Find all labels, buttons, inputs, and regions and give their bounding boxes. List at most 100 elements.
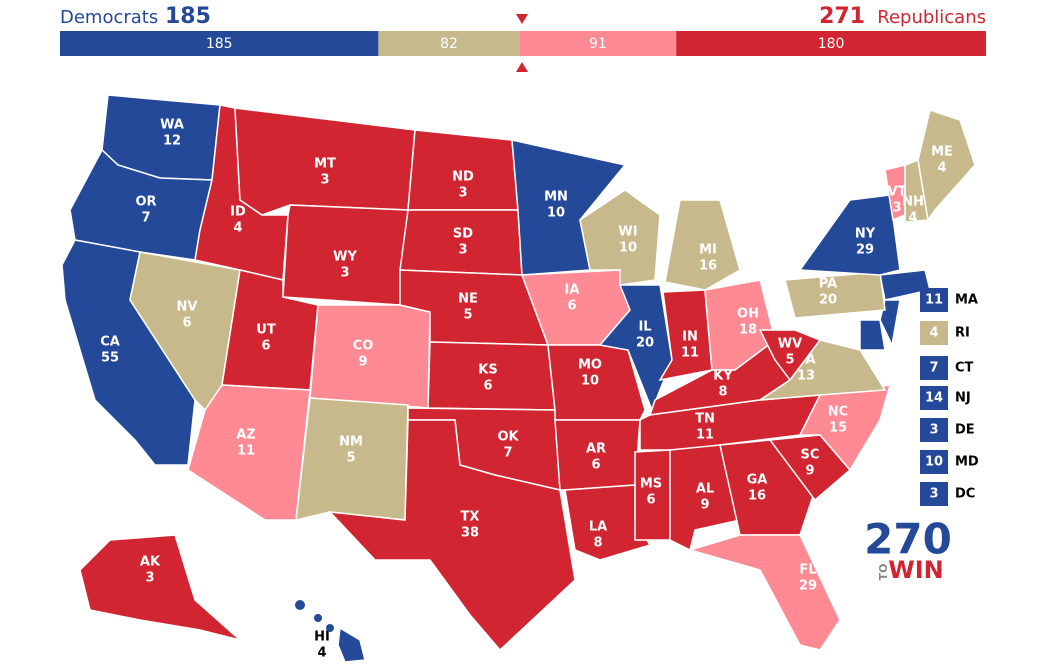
state-ev: 4 <box>937 161 946 176</box>
state-ev: 3 <box>320 173 329 188</box>
bar-segment <box>519 31 677 56</box>
state-ev: 15 <box>829 421 847 436</box>
state-ev: 6 <box>182 316 191 331</box>
state-ev: 9 <box>358 355 367 370</box>
island <box>314 614 322 622</box>
state-abbr: GA <box>747 473 768 488</box>
state-ev: 6 <box>483 379 492 394</box>
state-abbr: OR <box>135 195 156 210</box>
small-state-box <box>920 356 948 380</box>
bar-segment-label: 91 <box>589 36 607 52</box>
state-ev: 18 <box>739 323 757 338</box>
state-ev: 9 <box>700 498 709 513</box>
state-ev: 9 <box>805 464 814 479</box>
state <box>282 204 409 306</box>
us-map: WA12OR7CA55NV6ID4MT3WY3UT6AZ11CO9NM5ND3S… <box>61 94 976 663</box>
state-abbr: NH <box>902 195 924 210</box>
bar-segment <box>676 31 986 56</box>
state-abbr: IN <box>682 330 698 345</box>
state-abbr: TN <box>695 412 715 427</box>
ev-bar: 185 82 91 180 <box>60 31 986 56</box>
state-ev: 38 <box>461 526 479 541</box>
state-ev: 13 <box>797 369 815 384</box>
state-ev: 8 <box>593 536 602 551</box>
state-abbr: NE <box>458 292 478 307</box>
small-state-box <box>920 321 948 345</box>
state-abbr: ND <box>452 170 474 185</box>
state <box>309 304 431 409</box>
state-abbr: VT <box>888 185 907 200</box>
state-ev: 16 <box>699 259 717 274</box>
small-state-ev: 7 <box>929 361 938 376</box>
state-abbr: WI <box>618 225 637 240</box>
state-ev: 4 <box>233 221 242 236</box>
state-abbr: NV <box>177 300 198 315</box>
small-state-ev: 14 <box>925 391 943 406</box>
state-abbr: NY <box>855 227 876 242</box>
state <box>758 329 822 382</box>
state-abbr: ME <box>931 145 953 160</box>
small-state-box <box>920 482 948 506</box>
state-ev: 6 <box>646 493 655 508</box>
state-abbr: KY <box>713 369 733 384</box>
small-state-box <box>920 288 948 312</box>
small-state-abbr: RI <box>955 326 970 341</box>
state-ev: 55 <box>101 351 119 366</box>
state-ev: 5 <box>346 451 355 466</box>
state-abbr: WA <box>160 118 184 133</box>
bar-segment-label: 180 <box>818 36 845 52</box>
state-abbr: IL <box>638 320 651 335</box>
state-ev: 6 <box>567 299 576 314</box>
state-ev: 16 <box>748 489 766 504</box>
state <box>79 534 241 641</box>
state <box>337 626 366 663</box>
state-abbr: IA <box>565 283 580 298</box>
state <box>598 284 673 413</box>
state-ev: 4 <box>317 646 326 661</box>
state <box>658 289 713 382</box>
dem-label: Democrats <box>60 7 158 28</box>
small-state-abbr: CT <box>955 361 974 376</box>
small-state-abbr: MA <box>955 293 978 308</box>
state-ev: 3 <box>458 243 467 258</box>
state-abbr: MT <box>314 157 336 172</box>
marker-bottom <box>516 62 528 72</box>
state-abbr: CO <box>353 339 374 354</box>
small-state-box <box>920 450 948 474</box>
small-state-box <box>920 386 948 410</box>
state-ev: 4 <box>908 211 917 226</box>
state-ev: 7 <box>141 211 150 226</box>
bar-segment-label: 185 <box>206 36 233 52</box>
state-ev: 20 <box>819 293 837 308</box>
rep-label: Republicans <box>877 7 986 28</box>
state-abbr: HI <box>314 630 330 645</box>
state-shape <box>879 299 901 348</box>
small-state-ev: 10 <box>925 455 943 470</box>
state-ev: 10 <box>547 206 565 221</box>
state-ev: 11 <box>696 428 714 443</box>
small-state-abbr: MD <box>955 455 979 470</box>
state-abbr: AZ <box>236 428 256 443</box>
state-ev: 6 <box>261 339 270 354</box>
logo-to: TO <box>877 564 890 581</box>
state-ev: 6 <box>591 458 600 473</box>
small-states: 11 MA 4 RI 7 CT 14 NJ 3 DE 10 MD 3 DC <box>920 288 979 506</box>
state <box>917 109 976 222</box>
state-abbr: TX <box>461 510 480 525</box>
small-state-ev: 4 <box>929 326 938 341</box>
state-ev: 10 <box>581 374 599 389</box>
state <box>798 194 901 276</box>
state-abbr: SD <box>453 227 473 242</box>
bar-segment <box>60 31 379 56</box>
state-abbr: OH <box>737 307 759 322</box>
state-ev: 3 <box>892 201 901 216</box>
state-abbr: CA <box>100 335 120 350</box>
state-ev: 20 <box>636 336 654 351</box>
state-abbr: NM <box>339 435 363 450</box>
state-shape <box>859 319 886 351</box>
state-ev: 7 <box>503 446 512 461</box>
state-abbr: NC <box>828 405 848 420</box>
logo-number: 270 <box>864 515 952 564</box>
state-ev: 8 <box>718 385 727 400</box>
